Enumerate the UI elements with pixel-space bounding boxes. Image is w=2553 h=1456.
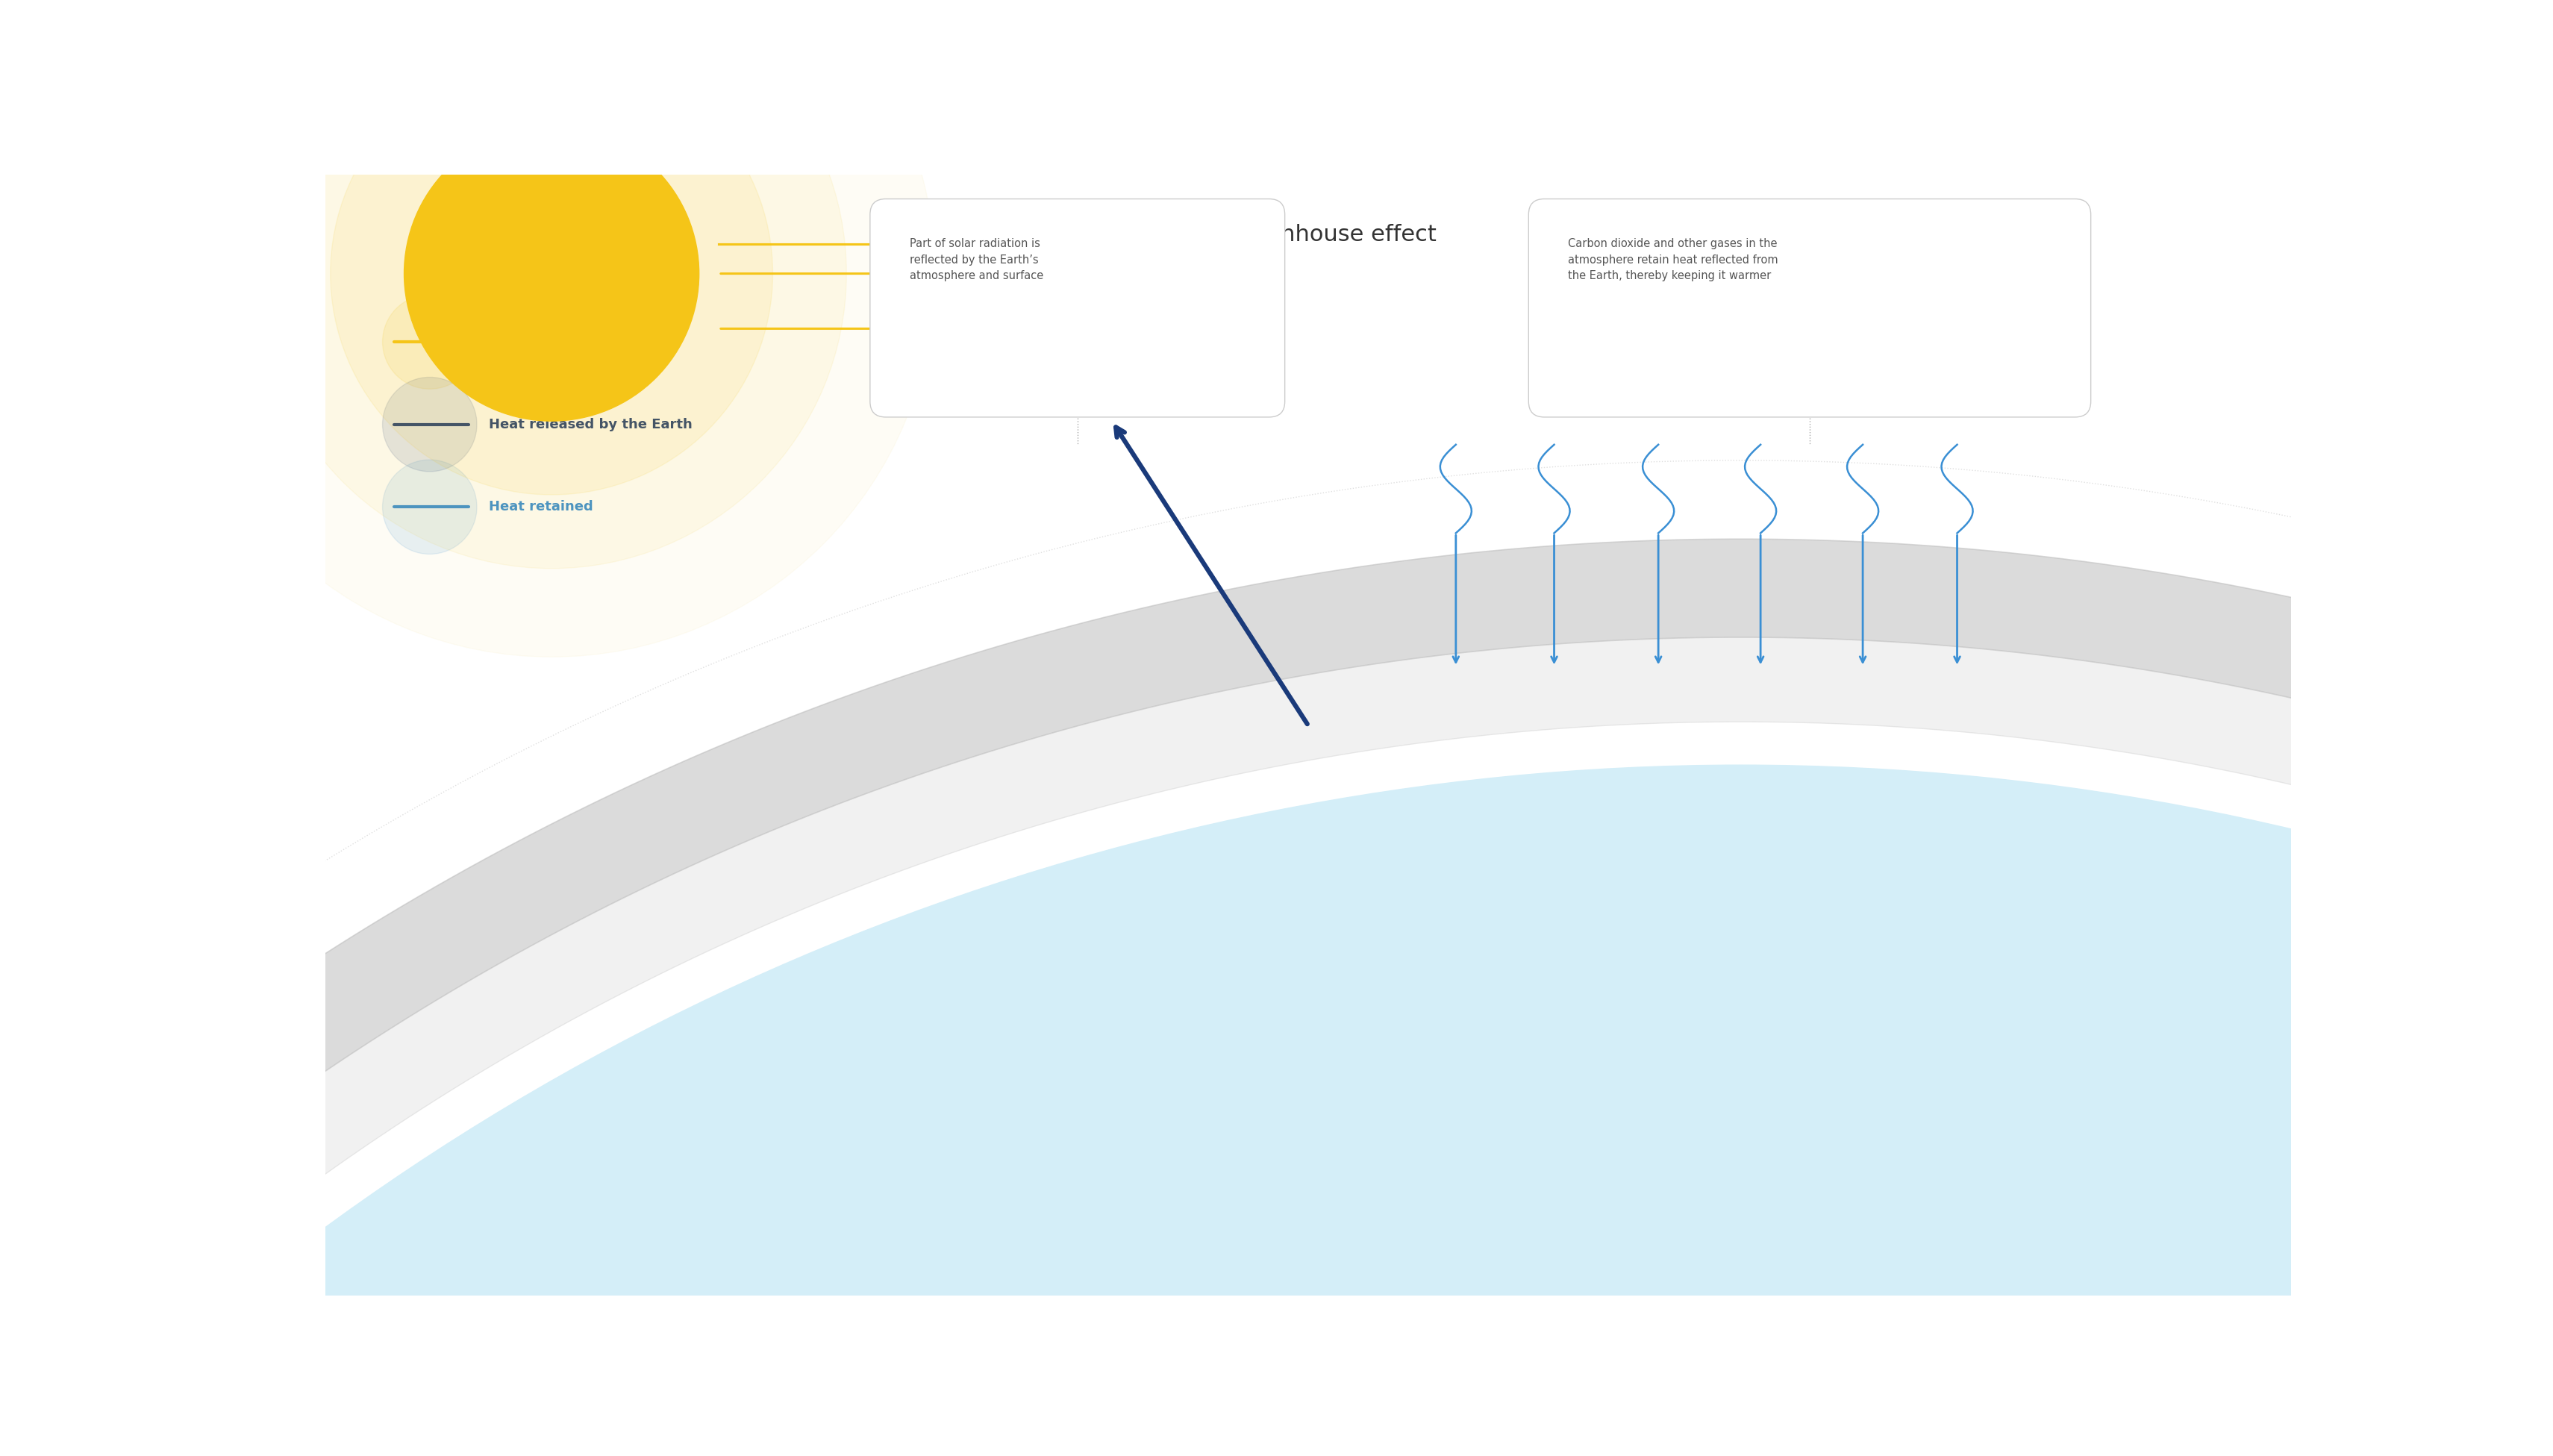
Circle shape — [329, 52, 774, 495]
Text: Carbon dioxide and other gases in the
atmosphere retain heat reflected from
the : Carbon dioxide and other gases in the at… — [1568, 239, 1777, 281]
Polygon shape — [0, 539, 2553, 1456]
Circle shape — [403, 127, 700, 421]
Circle shape — [383, 460, 477, 555]
Polygon shape — [0, 638, 2553, 1456]
Text: Solar radiation: Solar radiation — [488, 335, 600, 348]
FancyBboxPatch shape — [871, 199, 1284, 416]
Text: Heat released by the Earth: Heat released by the Earth — [488, 418, 692, 431]
Circle shape — [0, 764, 2553, 1456]
FancyBboxPatch shape — [1529, 199, 2091, 416]
Text: Heat retained: Heat retained — [488, 501, 592, 514]
Circle shape — [383, 377, 477, 472]
Circle shape — [383, 294, 477, 389]
Circle shape — [258, 0, 848, 568]
Text: Part of solar radiation is
reflected by the Earth’s
atmosphere and surface: Part of solar radiation is reflected by … — [909, 239, 1044, 281]
Text: The greenhouse effect: The greenhouse effect — [1179, 224, 1437, 246]
